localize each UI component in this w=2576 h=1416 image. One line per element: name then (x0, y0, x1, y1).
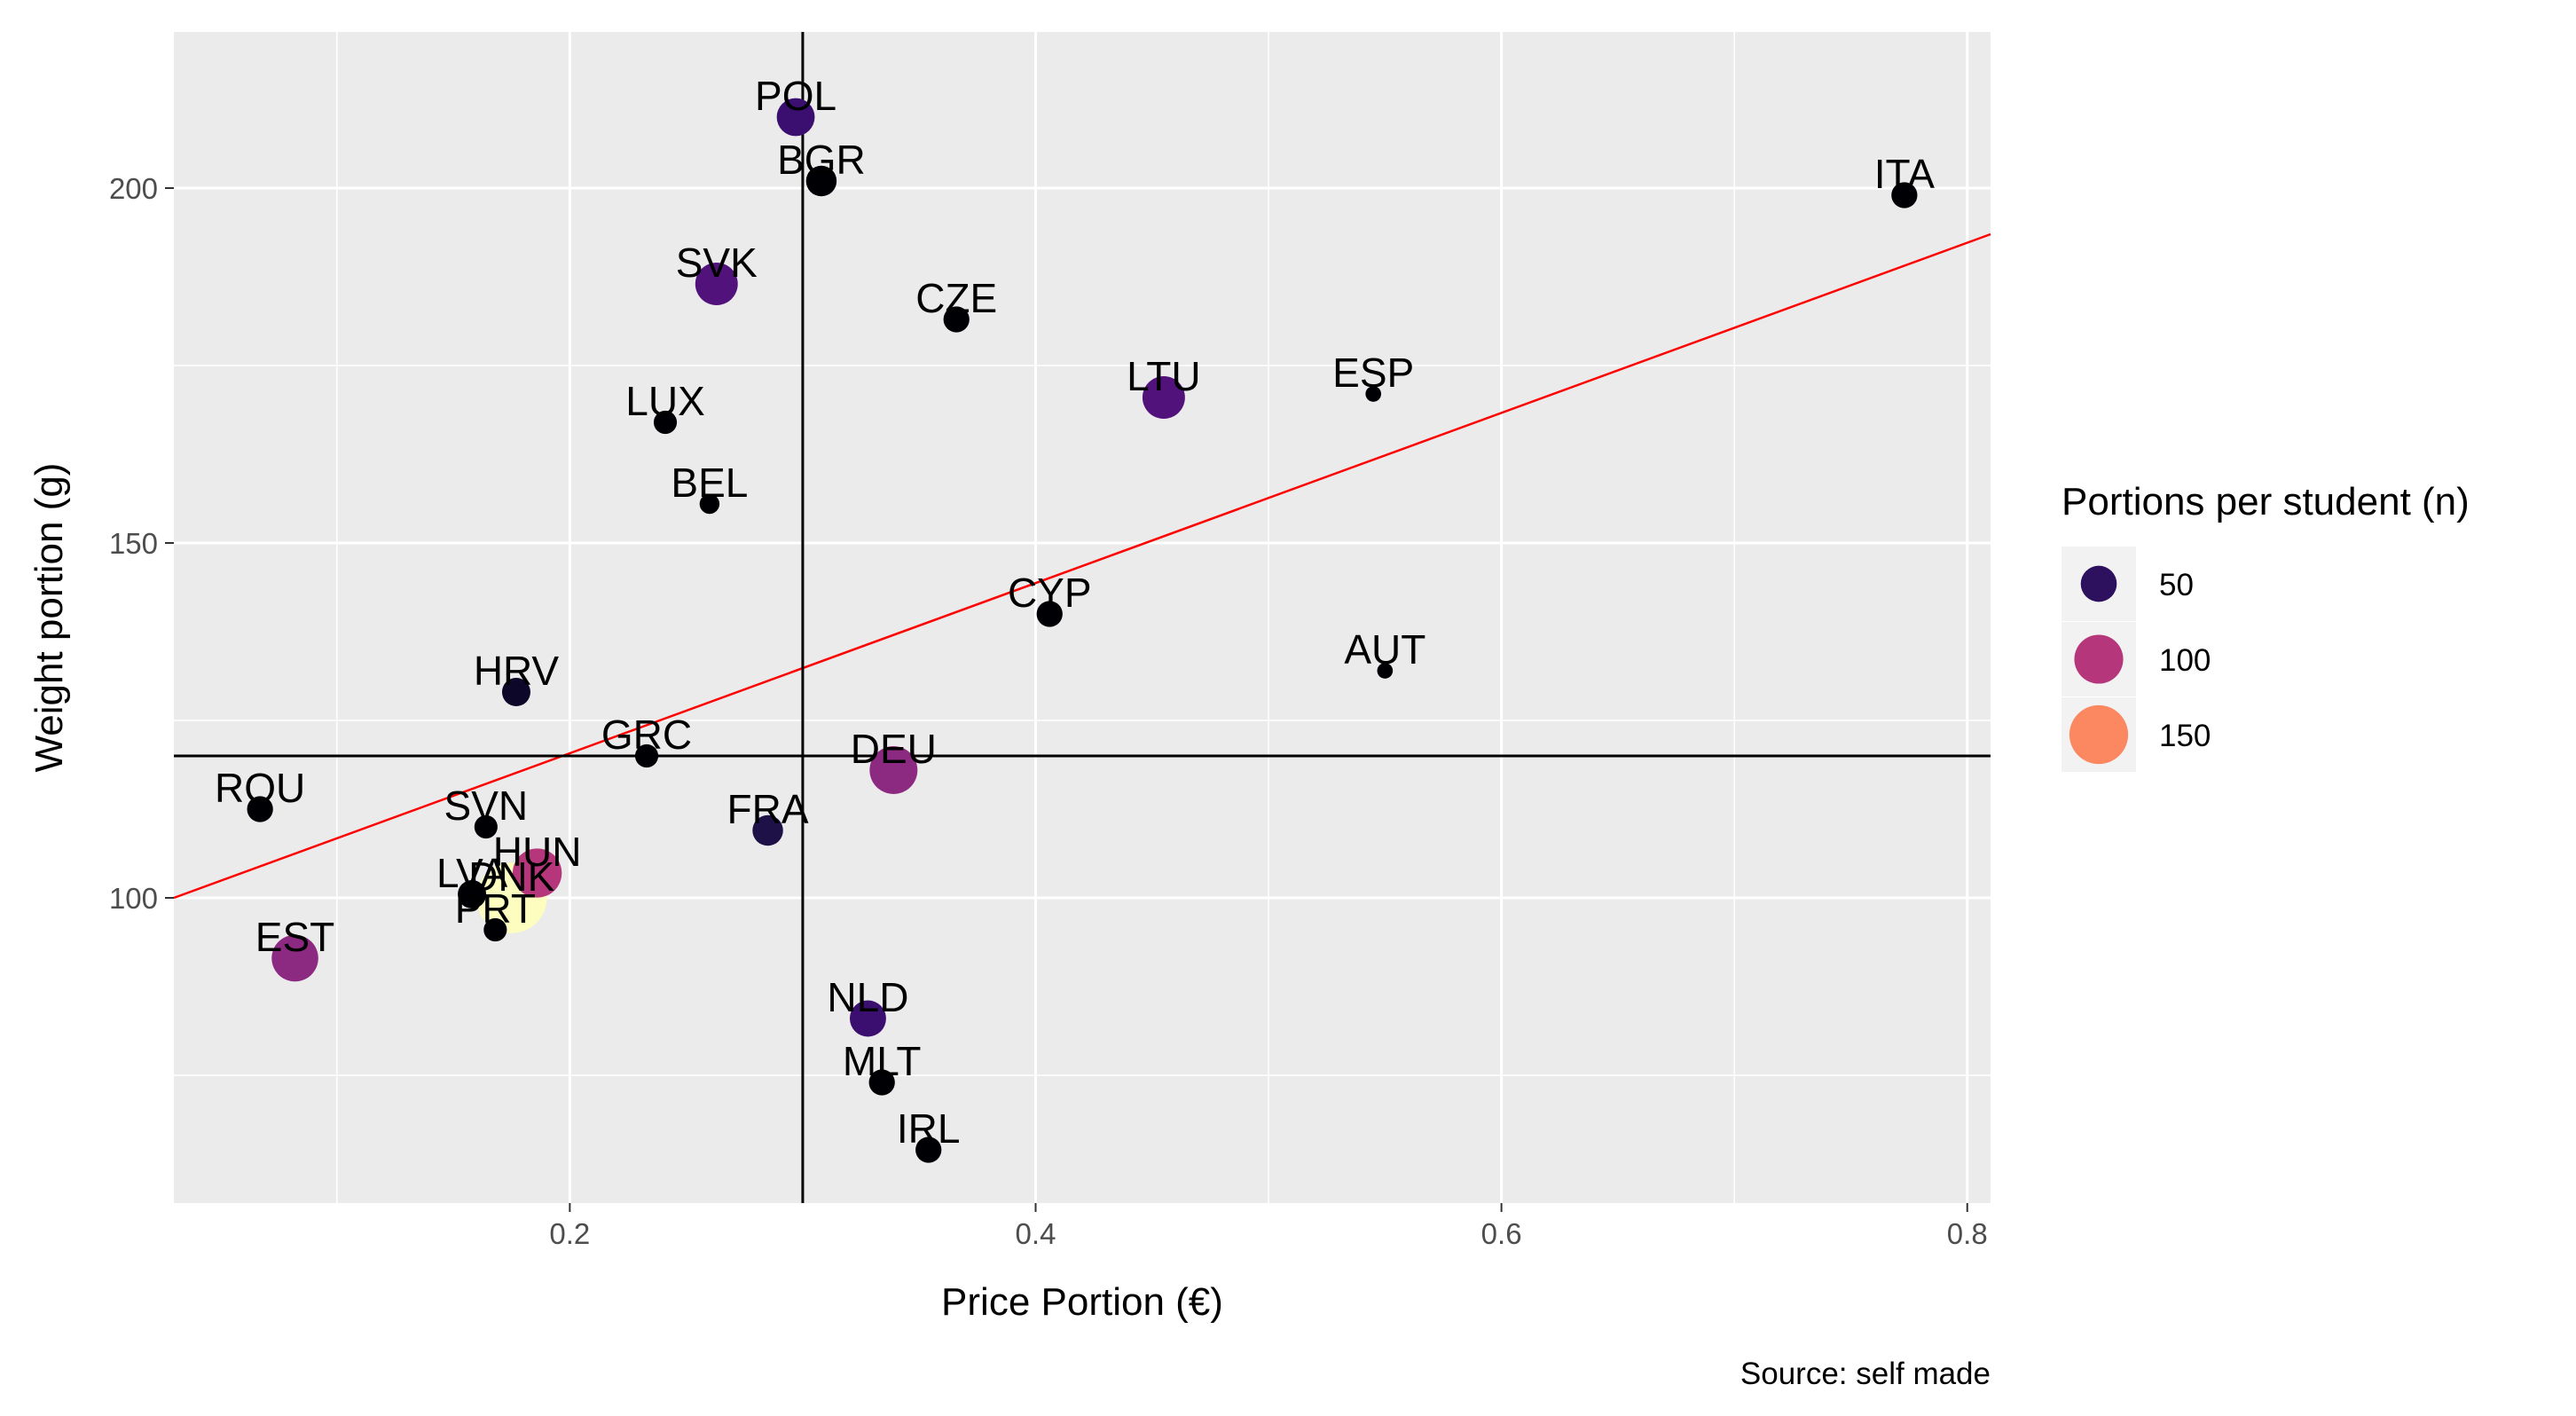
point-label-svn: SVN (444, 783, 529, 829)
data-points (247, 98, 1918, 1163)
legend-label-150: 150 (2159, 719, 2211, 753)
plot-panel (174, 32, 1991, 1203)
data-point-cyp (1036, 601, 1063, 627)
data-point-lva (458, 880, 487, 909)
point-label-lux: LUX (625, 378, 704, 424)
point-label-ita: ITA (1874, 151, 1935, 197)
data-point-cze (943, 306, 970, 333)
data-point-bel (699, 493, 720, 515)
point-label-bel: BEL (671, 460, 748, 506)
point-label-aut: AUT (1344, 626, 1425, 673)
data-point-svn (474, 814, 498, 839)
data-point-nld (849, 1000, 886, 1037)
point-label-ltu: LTU (1127, 353, 1201, 399)
data-point-mlt (868, 1069, 895, 1096)
y-axis-title: Weight portion (g) (27, 463, 71, 773)
y-tick-label: 200 (109, 172, 158, 205)
x-axis-title: Price Portion (€) (941, 1280, 1223, 1324)
point-label-fra: FRA (727, 786, 809, 832)
point-label-svk: SVK (676, 240, 758, 286)
legend-items: 50 100 150 (2062, 547, 2211, 772)
point-label-bgr: BGR (777, 137, 866, 183)
data-point-svk (695, 263, 738, 305)
point-label-esp: ESP (1332, 350, 1414, 396)
point-label-grc: GRC (601, 712, 692, 758)
data-point-bgr (805, 165, 837, 197)
x-tick-label: 0.6 (1481, 1217, 1522, 1250)
trend-line-layer (173, 232, 1991, 900)
caption: Source: self made (1740, 1357, 1991, 1391)
x-axis-ticks: 0.2 0.4 0.6 0.8 (549, 1203, 1988, 1250)
x-tick-label: 0.4 (1016, 1217, 1056, 1250)
y-tick-label: 150 (109, 527, 158, 560)
point-label-cyp: CYP (1008, 570, 1092, 616)
data-point-pol (776, 98, 815, 137)
point-label-lva: LVA (436, 850, 507, 896)
point-label-cze: CZE (915, 275, 997, 321)
data-point-aut (1377, 663, 1394, 679)
point-labels: POL BGR ITA SVK CZE LTU ESP LUX BEL CYP AUT HRV GRC D… (215, 73, 1935, 1152)
legend-label-50: 50 (2159, 568, 2194, 602)
point-label-pol: POL (755, 73, 836, 119)
point-label-deu: DEU (851, 726, 937, 772)
x-tick-label: 0.8 (1947, 1217, 1988, 1250)
y-tick-label: 100 (109, 882, 158, 915)
legend-title: Portions per student (n) (2062, 480, 2470, 523)
trend-line (173, 232, 1991, 900)
data-point-hrv (501, 678, 530, 706)
point-label-hun: HUN (493, 829, 582, 875)
data-point-grc (634, 743, 659, 768)
legend-label-100: 100 (2159, 643, 2211, 678)
data-point-esp (1365, 386, 1382, 402)
point-label-prt: PRT (455, 885, 536, 932)
point-label-mlt: MLT (843, 1038, 922, 1084)
x-tick-label: 0.2 (549, 1217, 590, 1250)
data-point-ltu (1142, 376, 1185, 419)
legend-key-100 (2074, 634, 2124, 684)
point-label-rou: ROU (215, 765, 305, 811)
data-point-lux (653, 410, 678, 435)
data-point-hun (512, 848, 562, 898)
point-label-irl: IRL (897, 1105, 961, 1152)
data-point-deu (869, 746, 918, 794)
y-axis-ticks: 100 150 200 (109, 172, 174, 915)
legend: Portions per student (n) 50 100 150 (2062, 480, 2470, 772)
data-point-rou (247, 796, 273, 822)
point-label-nld: NLD (827, 974, 908, 1020)
data-point-fra (752, 814, 783, 846)
point-label-est: EST (255, 914, 334, 960)
point-label-dnk: DNK (468, 854, 554, 900)
data-point-prt (483, 917, 507, 942)
data-point-est (271, 934, 318, 982)
point-label-hrv: HRV (474, 648, 560, 694)
data-point-irl (915, 1137, 942, 1163)
legend-key-150 (2069, 704, 2129, 765)
data-point-ita (1891, 182, 1918, 208)
legend-key-50 (2080, 565, 2117, 602)
reference-lines-layer (174, 32, 1991, 1203)
